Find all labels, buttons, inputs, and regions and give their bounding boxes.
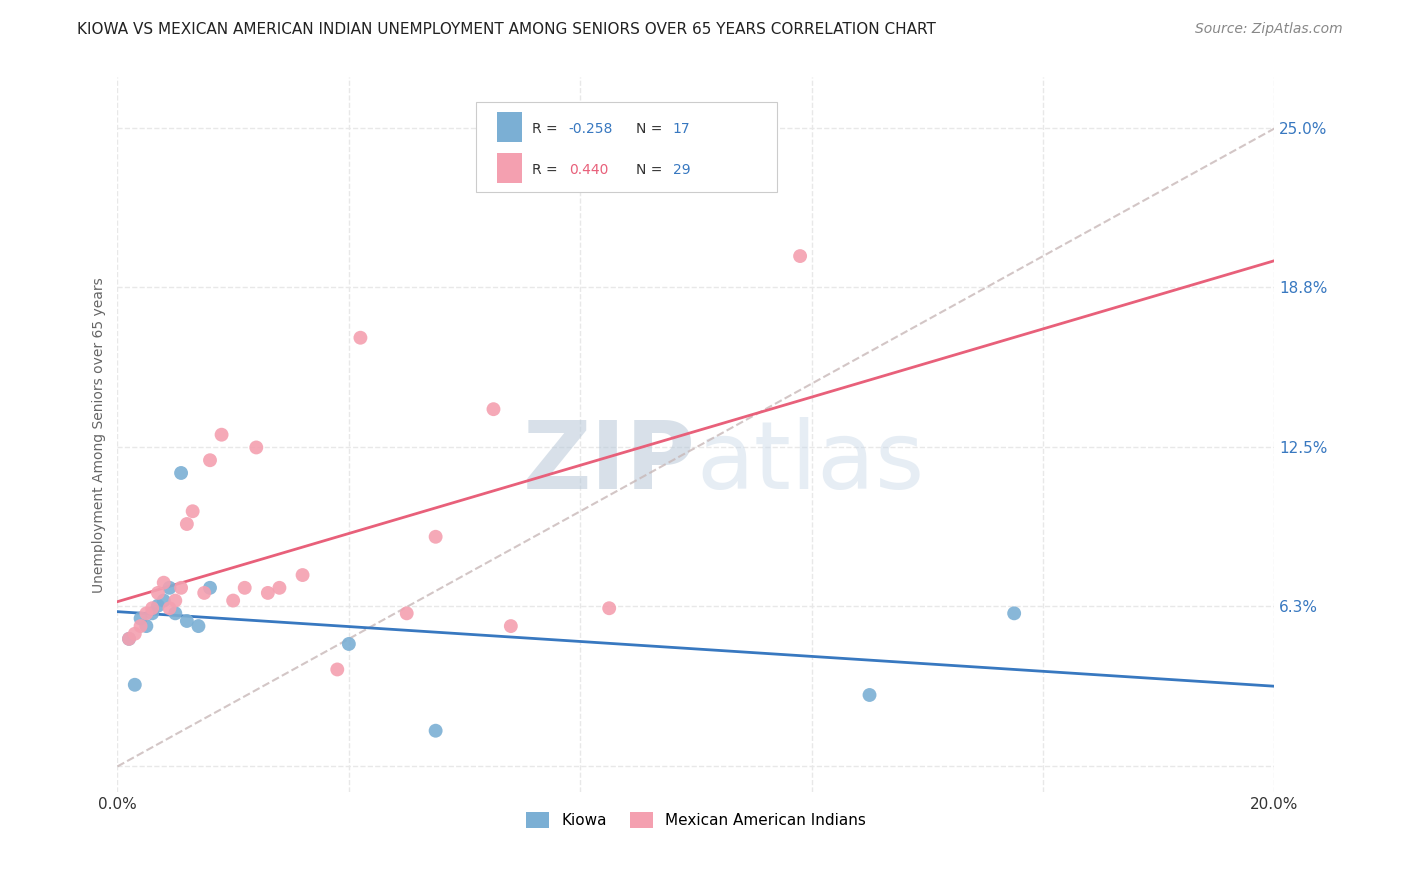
Text: ZIP: ZIP <box>523 417 696 509</box>
Point <box>135 619 157 633</box>
Point <box>165 593 187 607</box>
Point <box>1002 607 1025 621</box>
Point <box>135 607 157 621</box>
Point <box>124 678 146 692</box>
Point <box>141 607 163 621</box>
Text: 17: 17 <box>673 122 690 136</box>
Point <box>598 601 620 615</box>
Point <box>211 427 233 442</box>
Text: KIOWA VS MEXICAN AMERICAN INDIAN UNEMPLOYMENT AMONG SENIORS OVER 65 YEARS CORREL: KIOWA VS MEXICAN AMERICAN INDIAN UNEMPLO… <box>77 22 936 37</box>
Point <box>499 619 522 633</box>
Text: N =: N = <box>636 163 666 178</box>
Point <box>129 611 152 625</box>
Point <box>124 626 146 640</box>
Point <box>152 575 174 590</box>
Text: 0.440: 0.440 <box>568 163 607 178</box>
Point <box>152 593 174 607</box>
Point <box>165 607 187 621</box>
Point <box>176 516 198 531</box>
Point <box>482 402 505 417</box>
Point <box>118 632 141 646</box>
Point <box>257 586 280 600</box>
FancyBboxPatch shape <box>496 153 523 183</box>
Point <box>222 593 245 607</box>
Point <box>789 249 811 263</box>
FancyBboxPatch shape <box>477 103 778 192</box>
Point <box>193 586 215 600</box>
Point <box>159 581 181 595</box>
Point <box>198 453 221 467</box>
Text: N =: N = <box>636 122 666 136</box>
Point <box>337 637 360 651</box>
Point <box>146 586 169 600</box>
Y-axis label: Unemployment Among Seniors over 65 years: Unemployment Among Seniors over 65 years <box>93 277 107 592</box>
Point <box>170 581 193 595</box>
Point <box>187 619 209 633</box>
Point <box>349 331 371 345</box>
Point <box>146 599 169 613</box>
Point <box>425 723 447 738</box>
Point <box>129 619 152 633</box>
Point <box>118 632 141 646</box>
Text: R =: R = <box>531 122 561 136</box>
Text: R =: R = <box>531 163 561 178</box>
Text: Source: ZipAtlas.com: Source: ZipAtlas.com <box>1195 22 1343 37</box>
Point <box>181 504 204 518</box>
Legend: Kiowa, Mexican American Indians: Kiowa, Mexican American Indians <box>520 806 872 834</box>
Point <box>233 581 256 595</box>
Point <box>176 614 198 628</box>
Point <box>141 601 163 615</box>
Point <box>858 688 880 702</box>
Point <box>291 568 314 582</box>
Text: atlas: atlas <box>696 417 924 509</box>
Point <box>326 663 349 677</box>
Point <box>245 441 267 455</box>
FancyBboxPatch shape <box>496 112 523 142</box>
Point <box>269 581 291 595</box>
Point <box>170 466 193 480</box>
Point <box>198 581 221 595</box>
Point <box>425 530 447 544</box>
Point <box>395 607 418 621</box>
Text: -0.258: -0.258 <box>568 122 613 136</box>
Point <box>159 601 181 615</box>
Text: 29: 29 <box>673 163 690 178</box>
